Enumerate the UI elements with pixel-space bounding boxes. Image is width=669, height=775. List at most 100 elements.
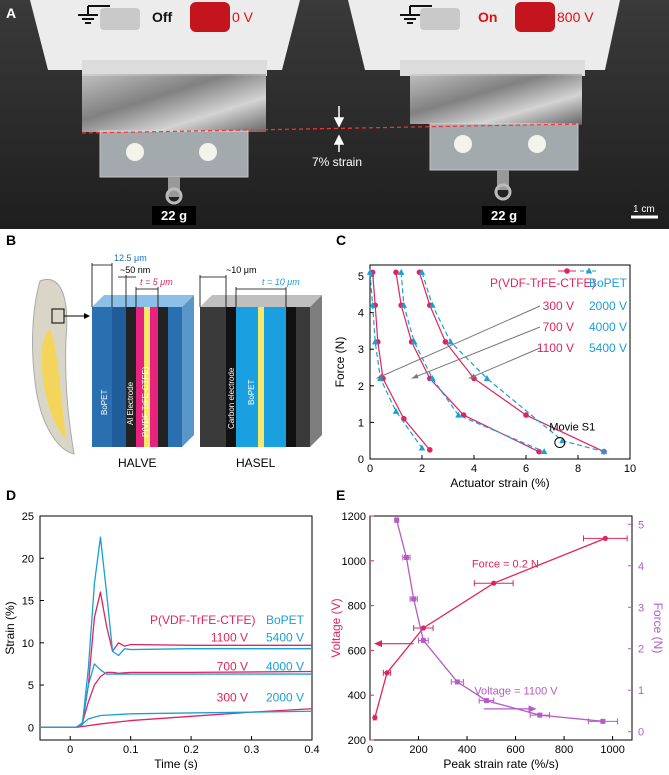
x-tick-label: 0.1 bbox=[123, 744, 138, 756]
voltage-label-pvdf: 700 V bbox=[217, 659, 248, 673]
data-point bbox=[420, 625, 426, 631]
voltage-label-pvdf: 700 V bbox=[543, 320, 574, 334]
series-label-voltage: Voltage = 1100 V bbox=[474, 685, 558, 697]
dim-bopet-thickness: 12.5 μm bbox=[114, 253, 147, 263]
annotation-arrowhead bbox=[468, 373, 476, 379]
y-tick-label: 0 bbox=[28, 722, 34, 734]
data-point bbox=[372, 715, 378, 721]
dim-carbon-thickness: ~10 μm bbox=[226, 265, 256, 275]
x-tick-label: 2 bbox=[419, 463, 425, 475]
x-tick-label: 0 bbox=[367, 744, 373, 756]
data-point bbox=[384, 670, 390, 676]
x-axis-label: Actuator strain (%) bbox=[450, 476, 549, 490]
y-right-tick-label: 5 bbox=[638, 519, 644, 531]
series-line-pvdf-700V bbox=[395, 272, 540, 453]
data-point bbox=[394, 517, 400, 523]
series-line-bopet-4000V bbox=[400, 272, 545, 453]
dimension-lines bbox=[91, 263, 287, 307]
plot-frame bbox=[369, 515, 633, 741]
dim-electrode-thickness: ~50 nm bbox=[120, 265, 150, 275]
legend-bopet-marker bbox=[585, 267, 593, 274]
x-tick-label: 800 bbox=[555, 744, 573, 756]
right-voltage-label: 800 V bbox=[557, 9, 594, 25]
data-point bbox=[541, 448, 548, 455]
x-tick-label: 200 bbox=[409, 744, 427, 756]
voltage-label-bopet: 5400 V bbox=[266, 631, 304, 645]
x-tick-label: 0 bbox=[367, 463, 373, 475]
y-tick-label: 20 bbox=[22, 553, 34, 565]
x-tick-label: 0.3 bbox=[244, 744, 259, 756]
series-line-right bbox=[396, 519, 603, 722]
data-point bbox=[429, 301, 436, 308]
right-state-label: On bbox=[478, 9, 497, 25]
data-point bbox=[455, 411, 462, 418]
legend-pvdf-label: P(VDF-TrFE-CTFE) bbox=[490, 276, 596, 290]
x-tick-label: 1000 bbox=[600, 744, 624, 756]
voltage-force-rate-chart: E 0 200 400 600 800 1000200400600800100012000… bbox=[329, 487, 665, 771]
annotation-arrowhead bbox=[376, 373, 384, 379]
data-point bbox=[523, 412, 529, 418]
data-point bbox=[536, 448, 542, 455]
hasel-title: HASEL bbox=[236, 456, 276, 470]
y-tick-label: 1000 bbox=[342, 556, 366, 568]
panel-letter-b: B bbox=[6, 232, 16, 248]
y-right-tick-label: 0 bbox=[638, 727, 644, 739]
x-tick-label: 6 bbox=[523, 463, 529, 475]
y-tick-label: 3 bbox=[358, 344, 364, 356]
data-point bbox=[403, 554, 409, 560]
dim-pvdf-thickness: t = 5 μm bbox=[140, 277, 173, 287]
right-weight-label: 22 g bbox=[491, 208, 517, 223]
halve-pvdf-label: P(VDF-TrFE-CTFE) bbox=[141, 366, 150, 437]
y-tick-label: 25 bbox=[22, 511, 34, 523]
y-axis-label: Strain (%) bbox=[3, 601, 17, 654]
actuator-photo-svg: A Off 0 V On 800 V 7% strain 22 g 22 g 1… bbox=[0, 0, 669, 229]
data-point bbox=[447, 338, 454, 345]
right-axis-arrowhead bbox=[528, 705, 537, 713]
series-line-bopet-5400V bbox=[421, 272, 605, 453]
x-tick-label: 0.2 bbox=[183, 744, 198, 756]
strain-time-chart: D 0 0.1 0.2 0.3 0.4 0 5 10 15 20 25 Time (s) Strain … bbox=[3, 487, 320, 771]
y-right-axis-label: Force (N) bbox=[651, 603, 665, 654]
data-point bbox=[366, 268, 374, 275]
data-point bbox=[454, 679, 460, 685]
halve-title: HALVE bbox=[118, 456, 156, 470]
data-point bbox=[483, 374, 491, 381]
actuator-leaf-icon bbox=[32, 279, 90, 455]
panel-c-chart: C 0 2 4 6 8 10 0 1 2 3 4 5 Actuator strain (%) Force … bbox=[330, 229, 669, 494]
panel-letter-d: D bbox=[6, 487, 16, 503]
x-tick-label: 10 bbox=[624, 463, 636, 475]
data-point bbox=[600, 448, 608, 455]
y-tick-label: 2 bbox=[358, 381, 364, 393]
y-tick-label: 4 bbox=[358, 308, 364, 320]
data-point bbox=[411, 338, 418, 345]
y-right-tick-label: 1 bbox=[638, 685, 644, 697]
voltage-label-pvdf: 300 V bbox=[217, 691, 248, 705]
x-tick-label: 400 bbox=[458, 744, 476, 756]
x-tick-label: 0.4 bbox=[304, 744, 319, 756]
y-tick-label: 1 bbox=[358, 417, 364, 429]
y-tick-label: 600 bbox=[348, 645, 366, 657]
data-point bbox=[442, 339, 449, 345]
data-point bbox=[491, 580, 497, 586]
left-axis-arrowhead bbox=[374, 640, 382, 648]
halve-layer-stack bbox=[92, 295, 194, 447]
panel-d-chart: D 0 0.1 0.2 0.3 0.4 0 5 10 15 20 25 Time (s) Strain … bbox=[0, 484, 330, 771]
data-point bbox=[393, 269, 399, 276]
x-axis-label: Time (s) bbox=[154, 757, 198, 770]
annotation-arrowhead bbox=[411, 373, 419, 379]
y-tick-label: 5 bbox=[28, 680, 34, 692]
data-point bbox=[537, 712, 543, 718]
y-axis-label: Voltage (V) bbox=[330, 598, 343, 657]
series-label-force: Force = 0.2 N bbox=[472, 559, 539, 571]
force-strain-chart: C 0 2 4 6 8 10 0 1 2 3 4 5 Actuator strain (%) Force … bbox=[333, 232, 636, 490]
data-point bbox=[483, 698, 489, 704]
y-tick-label: 1200 bbox=[342, 511, 366, 523]
voltage-label-pvdf: 300 V bbox=[543, 299, 574, 313]
ground-symbol-icon bbox=[400, 5, 432, 24]
data-point bbox=[427, 447, 433, 453]
plot-frame bbox=[369, 264, 631, 460]
legend-bopet-label: BoPET bbox=[589, 276, 628, 290]
series-line-pvdf-300V bbox=[372, 272, 431, 451]
y-tick-label: 400 bbox=[348, 690, 366, 702]
annotation-arrow bbox=[376, 305, 541, 379]
